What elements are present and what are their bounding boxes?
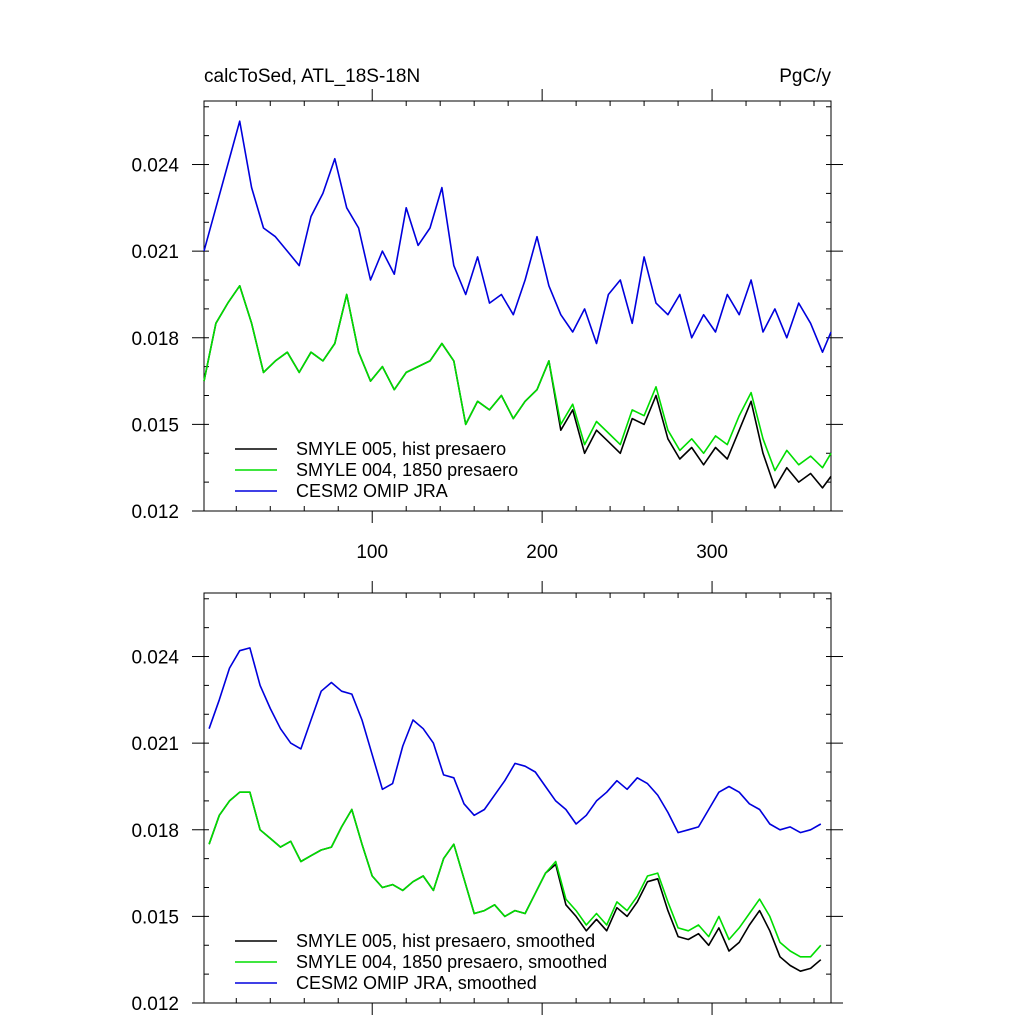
x-tick-label: 100 (356, 542, 388, 563)
legend-label: CESM2 OMIP JRA (296, 481, 448, 501)
legend-label: SMYLE 004, 1850 presaero (296, 460, 518, 480)
y-tick-label: 0.018 (131, 821, 179, 842)
y-tick-label: 0.024 (131, 648, 179, 669)
legend-label: SMYLE 005, hist presaero (296, 439, 506, 459)
y-tick-label: 0.018 (131, 329, 179, 350)
units-label: PgC/y (779, 66, 831, 87)
y-tick-label: 0.024 (131, 156, 179, 177)
legend-label: SMYLE 004, 1850 presaero, smoothed (296, 952, 607, 972)
legend-label: CESM2 OMIP JRA, smoothed (296, 973, 537, 993)
plot-frame (203, 592, 832, 1004)
y-tick-label: 0.012 (131, 502, 179, 523)
plot-frame (203, 100, 832, 512)
y-tick-label: 0.021 (131, 242, 179, 263)
top-panel: 0.012 0.015 0.018 0.021 0.024 100 200 300 calcTo… (131, 66, 843, 563)
legend-label: SMYLE 005, hist presaero, smoothed (296, 931, 595, 951)
series-line (203, 120, 832, 354)
bottom-panel: 0.012 0.015 0.018 0.021 0.024 SMYLE 005, hist… (131, 581, 843, 1015)
x-tick-label: 300 (696, 542, 728, 563)
y-tick-label: 0.012 (131, 994, 179, 1015)
y-tick-label: 0.021 (131, 734, 179, 755)
y-tick-label: 0.015 (131, 415, 179, 436)
series-line (208, 647, 822, 834)
chart-title: calcToSed, ATL_18S-18N (204, 66, 420, 87)
series-line (203, 284, 832, 472)
x-tick-label: 200 (526, 542, 558, 563)
series-line (208, 791, 822, 958)
y-tick-label: 0.015 (131, 907, 179, 928)
